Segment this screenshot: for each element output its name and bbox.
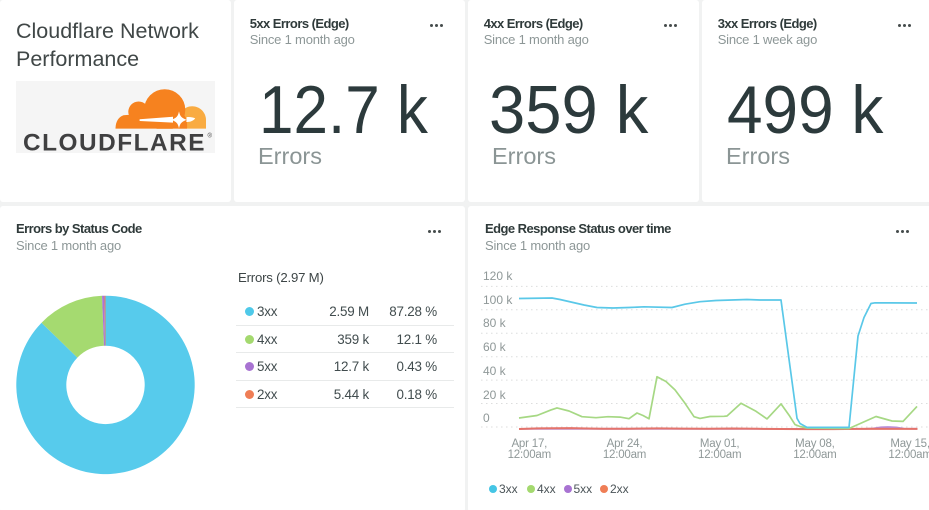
svg-text:CLOUDFLARE: CLOUDFLARE <box>23 129 206 153</box>
svg-text:®: ® <box>208 132 213 139</box>
